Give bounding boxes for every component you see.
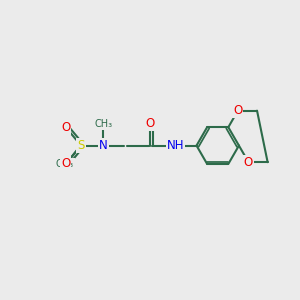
Text: O: O	[146, 117, 155, 130]
Text: O: O	[233, 104, 242, 117]
Text: O: O	[61, 157, 70, 170]
Text: NH: NH	[167, 139, 184, 152]
Text: N: N	[99, 139, 108, 152]
Text: O: O	[244, 156, 253, 169]
Text: CH₃: CH₃	[94, 119, 112, 129]
Text: S: S	[77, 139, 85, 152]
Text: CH₃: CH₃	[56, 159, 74, 169]
Text: O: O	[61, 121, 70, 134]
